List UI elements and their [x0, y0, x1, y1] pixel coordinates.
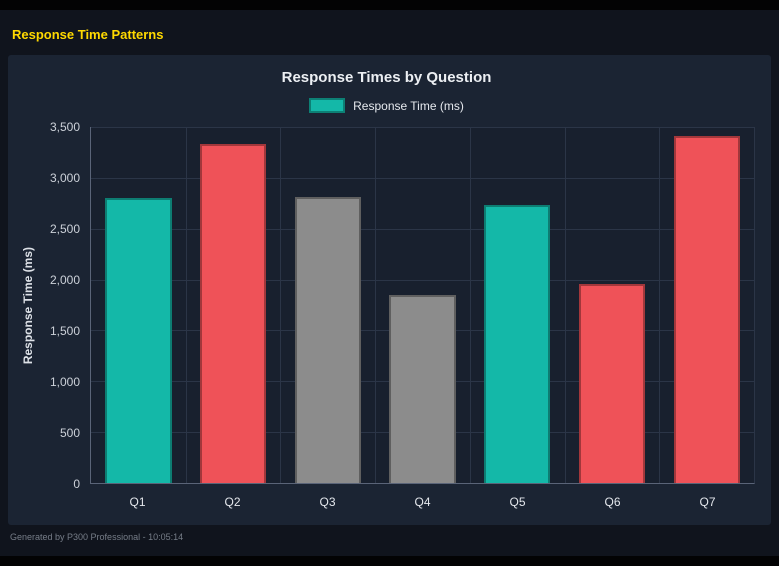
bar-q2[interactable]: [199, 144, 267, 483]
bar-slot: [659, 127, 754, 483]
bar-slot: [186, 127, 281, 483]
chart-area: Response Time (ms) 0 500 1,000 1,500 2,000 2,…: [18, 120, 755, 519]
x-tick-label: Q6: [604, 495, 621, 509]
y-axis-ticks: 0 500 1,000 1,500 2,000 2,500 3,000 3,500: [38, 120, 90, 491]
bar-q3[interactable]: [294, 197, 361, 483]
x-tick-label: Q4: [414, 495, 431, 509]
x-tick-label: Q2: [224, 495, 241, 509]
footer-text: Generated by P300 Professional - 10:05:1…: [10, 532, 184, 542]
bar-q4[interactable]: [389, 294, 456, 483]
x-tick-label: Q5: [509, 495, 526, 509]
bar-slot: [565, 127, 660, 483]
bar-q6[interactable]: [578, 283, 646, 483]
y-tick-label: 3,500: [49, 120, 80, 134]
y-axis-title-text: Response Time (ms): [21, 246, 35, 365]
bar-slot: [375, 127, 470, 483]
page-content: Response Time Patterns Response Times by…: [0, 10, 779, 556]
x-tick-label: Q1: [129, 495, 146, 509]
y-tick-label: 1,000: [49, 375, 80, 389]
bar-slot: [91, 127, 186, 483]
gridline-vertical: [564, 127, 566, 483]
plot-area: [90, 127, 755, 484]
y-tick-label: 1,500: [49, 324, 80, 338]
y-axis-title: Response Time (ms): [18, 127, 38, 484]
y-tick-label: 2,000: [49, 273, 80, 287]
legend-swatch-icon: [309, 98, 346, 113]
gridline-horizontal: [91, 177, 754, 179]
bars-layer: [91, 127, 754, 483]
y-tick-label: 0: [73, 477, 80, 491]
bar-slot: [280, 127, 375, 483]
gridline-horizontal: [91, 127, 754, 128]
bar-q1[interactable]: [105, 198, 172, 483]
gridline-horizontal: [91, 228, 754, 230]
gridline-vertical: [469, 127, 471, 483]
chart-title: Response Times by Question: [281, 69, 492, 86]
x-axis-labels: Q1 Q2 Q3 Q4 Q5 Q6 Q7: [90, 484, 755, 514]
bar-q7[interactable]: [673, 136, 740, 483]
y-tick-label: 3,000: [49, 171, 80, 185]
gridline-vertical: [185, 127, 187, 483]
x-tick-label: Q7: [699, 495, 716, 509]
x-tick-label: Q3: [319, 495, 336, 509]
top-edge-strip: [0, 0, 779, 10]
legend-label: Response Time (ms): [353, 98, 464, 113]
bar-slot: [470, 127, 565, 483]
gridline-vertical: [659, 127, 661, 483]
bar-q5[interactable]: [484, 205, 551, 483]
gridline-horizontal: [91, 279, 754, 281]
page-title: Response Time Patterns: [12, 27, 164, 42]
bottom-edge-strip: [0, 556, 779, 566]
y-tick-label: 2,500: [49, 222, 80, 236]
chart-legend[interactable]: Response Time (ms): [18, 98, 755, 113]
y-tick-label: 500: [59, 426, 80, 440]
chart-panel: Response Times by Question Response Time…: [8, 55, 771, 525]
gridline-vertical: [280, 127, 282, 483]
gridline-vertical: [375, 127, 377, 483]
